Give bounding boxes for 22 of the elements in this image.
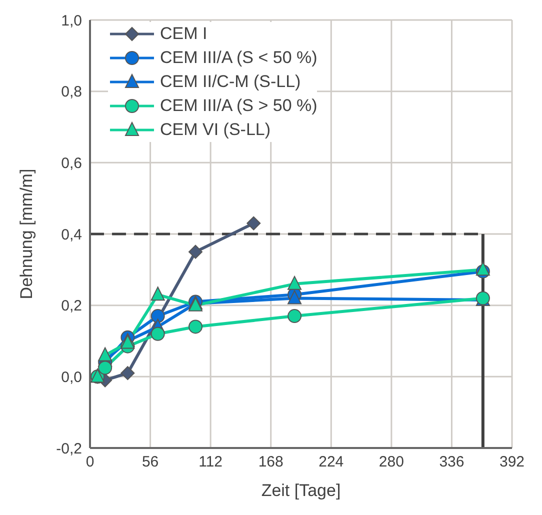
y-axis-title: Dehnung [mm/m]: [17, 168, 36, 300]
x-tick-label: 336: [439, 454, 464, 471]
x-tick-label: 392: [499, 454, 525, 471]
y-tick-label: 0,2: [61, 298, 82, 315]
y-tick-label: 0,4: [61, 226, 82, 244]
x-axis-title: Zeit [Tage]: [261, 481, 341, 500]
x-tick-label: 0: [86, 454, 94, 471]
x-tick-label: 56: [142, 454, 159, 471]
legend-label: CEM I: [160, 23, 208, 45]
x-tick-label: 168: [258, 454, 284, 471]
legend-label: CEM VI (S-LL): [160, 119, 271, 141]
x-tick-label: 224: [318, 454, 344, 471]
y-tick-label: 0,6: [61, 154, 82, 172]
y-tick-label: -0,2: [56, 440, 82, 458]
legend-label: CEM III/A (S < 50 %): [160, 47, 318, 69]
y-tick-label: 0,8: [61, 84, 82, 101]
x-tick-label: 112: [198, 454, 223, 471]
legend-label: CEM II/C-M (S-LL): [160, 71, 301, 93]
y-tick-label: 0,0: [61, 368, 82, 386]
legend-label: CEM III/A (S > 50 %): [160, 95, 318, 117]
y-tick-label: 1,0: [61, 12, 82, 30]
x-tick-label: 280: [378, 454, 404, 471]
